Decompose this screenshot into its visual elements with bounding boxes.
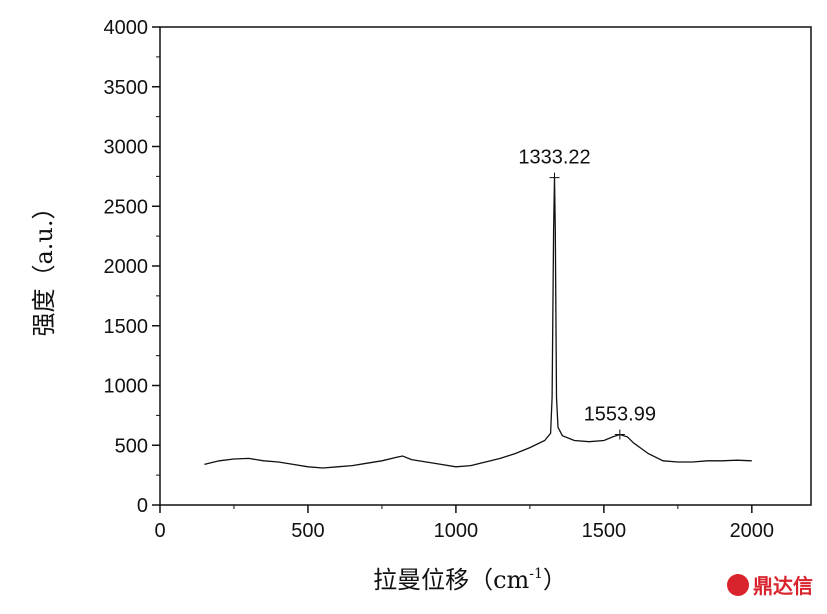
x-tick-label: 1500 (582, 520, 627, 542)
y-tick-label: 3500 (104, 77, 149, 99)
y-tick-label: 2500 (104, 196, 149, 218)
watermark: 鼎达信 (753, 574, 813, 598)
peak-label: 1333.22 (518, 147, 590, 169)
x-label-text: 拉曼位移（cm (373, 566, 529, 594)
y-tick-label: 4000 (104, 17, 149, 39)
spectrum-line (204, 177, 752, 469)
x-tick-label: 500 (291, 520, 324, 542)
watermark-logo (727, 574, 749, 596)
x-tick-label: 2000 (730, 520, 775, 542)
x-axis-label: 拉曼位移（cm-1） (373, 566, 567, 594)
x-label-close: ） (543, 566, 567, 594)
x-label-superscript: -1 (529, 566, 543, 582)
peak-marker (549, 172, 560, 183)
x-tick-label: 1000 (434, 520, 479, 542)
y-axis-label: 强度（a.u.） (30, 195, 58, 336)
x-tick-label: 0 (154, 520, 165, 542)
y-tick-label: 1000 (104, 376, 149, 398)
y-tick-label: 0 (137, 495, 148, 517)
peak-marker (614, 429, 625, 440)
y-tick-label: 2000 (104, 256, 149, 278)
peak-label: 1553.99 (584, 403, 656, 425)
y-tick-label: 3000 (104, 137, 149, 159)
y-tick-label: 1500 (104, 316, 149, 338)
plot-frame (159, 26, 812, 506)
y-tick-label: 500 (115, 435, 148, 457)
